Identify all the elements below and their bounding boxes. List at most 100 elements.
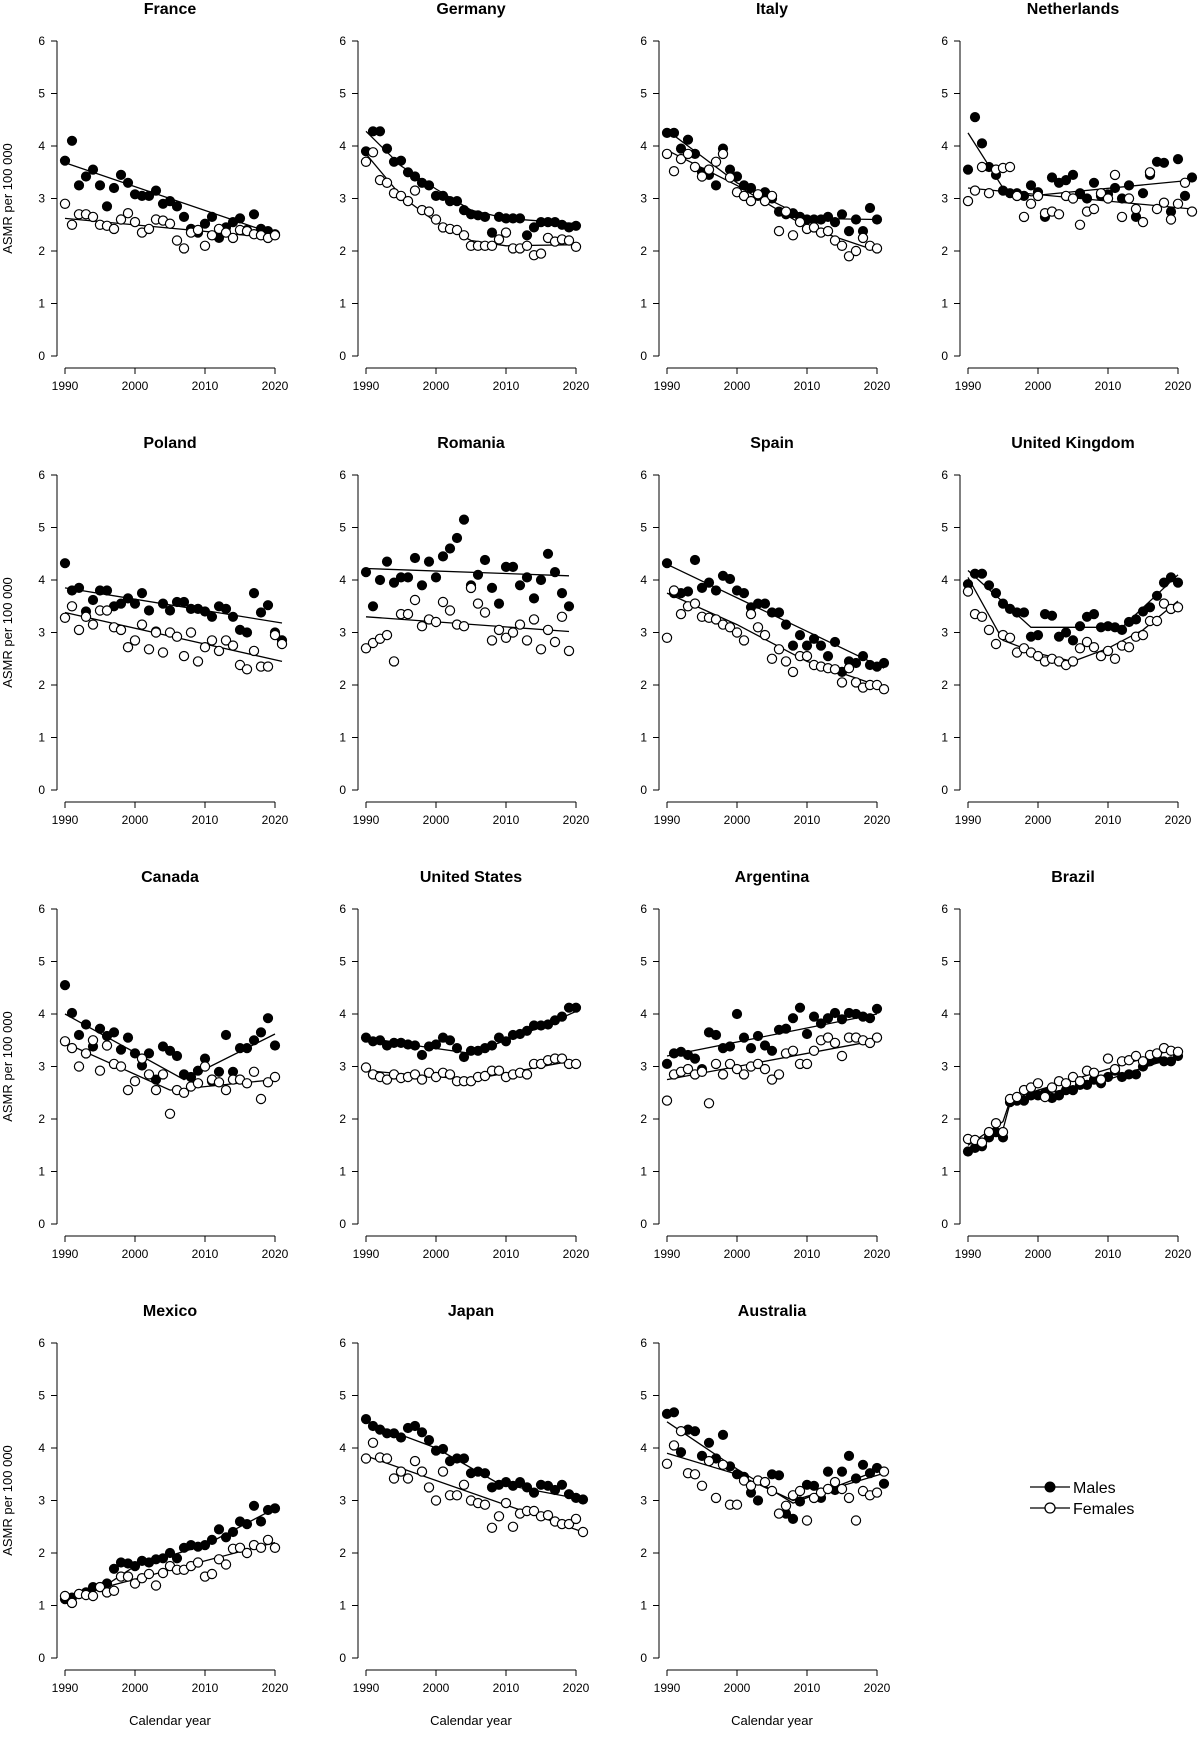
point-males: [815, 1018, 827, 1029]
point-males: [171, 1050, 183, 1062]
y-tick-label: 4: [640, 573, 647, 587]
point-males: [409, 1420, 421, 1432]
point-females: [521, 1069, 533, 1080]
point-females: [808, 222, 820, 233]
point-females: [836, 677, 848, 688]
point-males: [1165, 1056, 1177, 1067]
point-females: [836, 1483, 848, 1495]
point-females: [528, 1505, 540, 1517]
point-males: [808, 633, 820, 644]
y-tick-label: 5: [38, 955, 45, 969]
point-males: [360, 1414, 372, 1425]
point-males: [199, 1540, 211, 1551]
panel-canada: Canada 0 1 2 3 4 5 6 1990 2000 2010 2020 ASMR per 10…: [0, 869, 289, 1261]
y-tick-label: 6: [640, 902, 647, 916]
y-tick-label: 5: [339, 87, 346, 101]
point-females: [66, 601, 78, 612]
point-females: [766, 190, 778, 202]
point-females: [528, 614, 540, 625]
y-tick-label: 6: [38, 468, 45, 482]
panel-title: Italy: [756, 1, 788, 18]
y-tick-label: 1: [38, 731, 45, 745]
point-females: [360, 1062, 372, 1073]
point-females: [157, 647, 169, 658]
point-females: [1123, 193, 1135, 204]
y-tick-label: 2: [941, 244, 948, 258]
y-tick-label: 5: [640, 521, 647, 535]
panel-title: Argentina: [735, 869, 810, 886]
y-axis-label: ASMR per 100 000: [0, 1011, 15, 1122]
y-tick-label: 3: [339, 626, 346, 640]
point-females: [178, 243, 190, 254]
point-males: [500, 1036, 512, 1047]
point-females: [430, 616, 442, 628]
y-tick-label: 0: [640, 1651, 647, 1665]
point-males: [381, 143, 393, 154]
point-males: [1179, 190, 1191, 201]
point-males: [661, 558, 673, 569]
point-males: [1158, 157, 1170, 168]
x-tick-label: 1990: [353, 813, 380, 827]
point-males: [150, 1074, 162, 1085]
point-males: [220, 603, 232, 615]
point-females: [668, 165, 680, 177]
y-tick-label: 0: [38, 1651, 45, 1665]
point-males: [108, 1563, 120, 1574]
point-females: [808, 1045, 820, 1057]
x-tick-label: 2010: [1095, 379, 1122, 393]
point-males: [808, 1011, 820, 1022]
point-males: [430, 572, 442, 583]
point-females: [1074, 643, 1086, 654]
point-females: [241, 1547, 253, 1559]
y-tick-label: 3: [640, 1494, 647, 1508]
panel-title: Canada: [141, 869, 199, 886]
panel-brazil: Brazil 0 1 2 3 4 5 6 1990 2000 2010 2020: [941, 869, 1191, 1261]
point-females: [1144, 167, 1156, 178]
point-females: [1039, 1091, 1051, 1103]
point-males: [1046, 610, 1058, 621]
point-females: [402, 608, 414, 620]
point-females: [871, 243, 883, 254]
point-females: [367, 1437, 379, 1449]
point-males: [563, 601, 575, 612]
point-males: [423, 556, 435, 567]
point-females: [269, 1542, 281, 1554]
point-females: [1165, 214, 1177, 225]
y-tick-label: 4: [38, 139, 45, 153]
y-tick-label: 3: [941, 626, 948, 640]
point-females: [171, 631, 183, 642]
point-males: [171, 201, 183, 212]
point-females: [213, 1077, 225, 1088]
point-males: [1053, 1090, 1065, 1101]
point-males: [542, 548, 554, 559]
point-males: [129, 1561, 141, 1572]
point-females: [185, 627, 197, 638]
point-females: [1186, 206, 1198, 217]
panel-title: France: [144, 1, 197, 18]
point-females: [94, 1065, 106, 1076]
point-males: [731, 1008, 743, 1020]
point-males: [1067, 1085, 1079, 1096]
point-males: [514, 1477, 526, 1488]
point-females: [1109, 169, 1121, 181]
point-males: [570, 1002, 582, 1013]
point-females: [150, 1084, 162, 1096]
x-tick-label: 2020: [563, 379, 590, 393]
point-males: [437, 1443, 449, 1455]
point-males: [521, 1025, 533, 1036]
point-males: [136, 588, 148, 599]
point-females: [752, 622, 764, 633]
y-tick-label: 2: [640, 678, 647, 692]
y-tick-label: 4: [339, 573, 346, 587]
x-tick-label: 1990: [52, 1681, 79, 1695]
point-females: [710, 1492, 722, 1504]
y-tick-label: 6: [38, 902, 45, 916]
point-females: [136, 619, 148, 630]
point-males: [213, 1524, 225, 1535]
y-tick-label: 1: [941, 731, 948, 745]
y-tick-label: 6: [339, 1336, 346, 1350]
y-tick-label: 4: [339, 1441, 346, 1455]
panel-title: Poland: [143, 435, 196, 452]
point-females: [1151, 203, 1163, 215]
point-males: [962, 164, 974, 175]
